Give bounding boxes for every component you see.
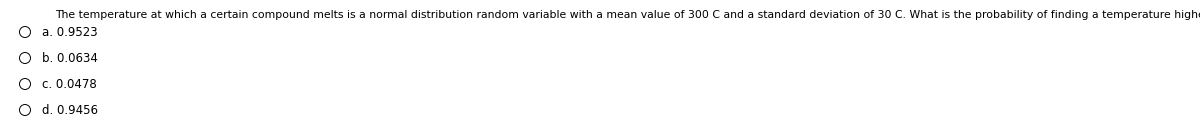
Text: a. 0.9523: a. 0.9523 (42, 26, 97, 38)
Text: c. 0.0478: c. 0.0478 (42, 77, 97, 90)
Text: b. 0.0634: b. 0.0634 (42, 51, 98, 65)
Text: The temperature at which a certain compound melts is a normal distribution rando: The temperature at which a certain compo… (55, 10, 1200, 20)
Text: d. 0.9456: d. 0.9456 (42, 104, 98, 117)
